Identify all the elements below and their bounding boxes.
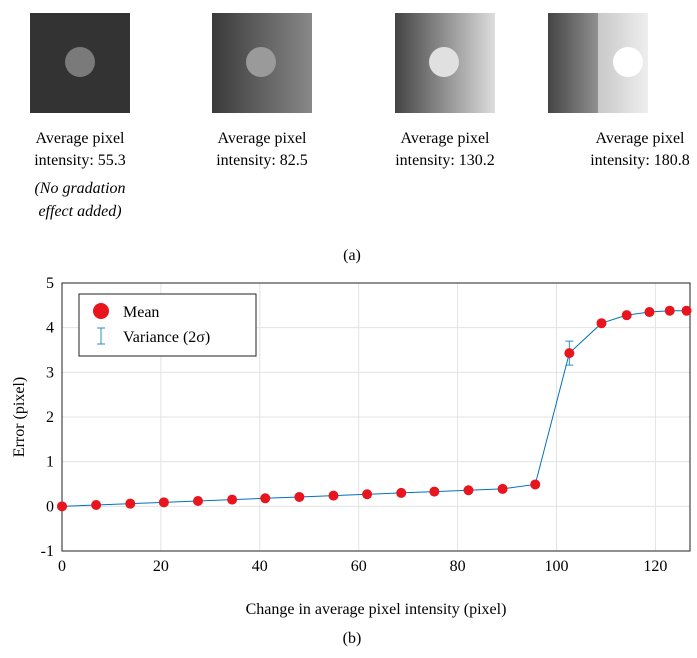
y-tick-label: 2 — [46, 409, 54, 426]
image-dot — [65, 47, 95, 77]
caption: Average pixel — [36, 130, 126, 147]
y-tick-label: -1 — [41, 543, 54, 560]
mean-marker — [664, 305, 675, 316]
y-tick-label: 0 — [46, 498, 54, 515]
x-tick-label: 20 — [153, 558, 169, 575]
mean-marker — [125, 498, 136, 509]
thumbnails — [30, 13, 648, 113]
image-dot — [429, 47, 459, 77]
caption: Average pixel — [401, 130, 491, 147]
legend-errorbar — [97, 327, 105, 345]
caption: Average pixel — [596, 130, 686, 147]
mean-marker — [644, 307, 655, 318]
caption-note: effect added) — [38, 203, 121, 220]
mean-marker — [497, 483, 508, 494]
mean-marker — [260, 493, 271, 504]
image-dot — [246, 47, 276, 77]
mean-marker — [227, 494, 238, 505]
caption-note: (No gradation — [34, 180, 125, 197]
x-tick-label: 0 — [58, 558, 66, 575]
y-tick-label: 3 — [46, 364, 54, 381]
legend-label: Mean — [123, 304, 159, 321]
legend-label: Variance (2σ) — [123, 329, 210, 346]
caption: intensity: 130.2 — [395, 152, 495, 169]
caption: intensity: 180.8 — [590, 152, 690, 169]
mean-marker — [681, 305, 692, 316]
mean-marker — [621, 310, 632, 321]
panel-label: (b) — [343, 630, 362, 647]
caption: intensity: 82.5 — [216, 152, 308, 169]
x-tick-label: 120 — [643, 558, 667, 575]
y-tick-label: 1 — [46, 454, 54, 471]
caption: intensity: 55.3 — [34, 152, 126, 169]
mean-marker — [158, 497, 169, 508]
mean-marker — [192, 495, 203, 506]
mean-marker — [396, 487, 407, 498]
x-tick-label: 100 — [544, 558, 568, 575]
mean-marker — [564, 348, 575, 359]
mean-marker — [429, 486, 440, 497]
mean-marker — [91, 499, 102, 510]
mean-marker — [294, 491, 305, 502]
mean-marker — [57, 501, 67, 512]
panel-label: (a) — [343, 247, 361, 264]
x-tick-label: 40 — [252, 558, 268, 575]
x-axis-label: Change in average pixel intensity (pixel… — [246, 601, 507, 618]
mean-marker — [328, 490, 339, 501]
mean-marker — [596, 318, 607, 329]
y-axis-label: Error (pixel) — [11, 377, 28, 457]
mean-marker — [362, 489, 373, 500]
x-tick-label: 60 — [351, 558, 367, 575]
caption: Average pixel — [218, 130, 308, 147]
legend-marker — [93, 303, 109, 319]
image-dot — [613, 47, 643, 77]
y-tick-label: 4 — [46, 320, 54, 337]
legend-box — [78, 293, 257, 357]
x-tick-label: 80 — [450, 558, 466, 575]
mean-marker — [530, 479, 541, 490]
y-tick-label: 5 — [46, 275, 54, 292]
mean-marker — [463, 485, 474, 496]
plot-frame — [61, 282, 691, 552]
